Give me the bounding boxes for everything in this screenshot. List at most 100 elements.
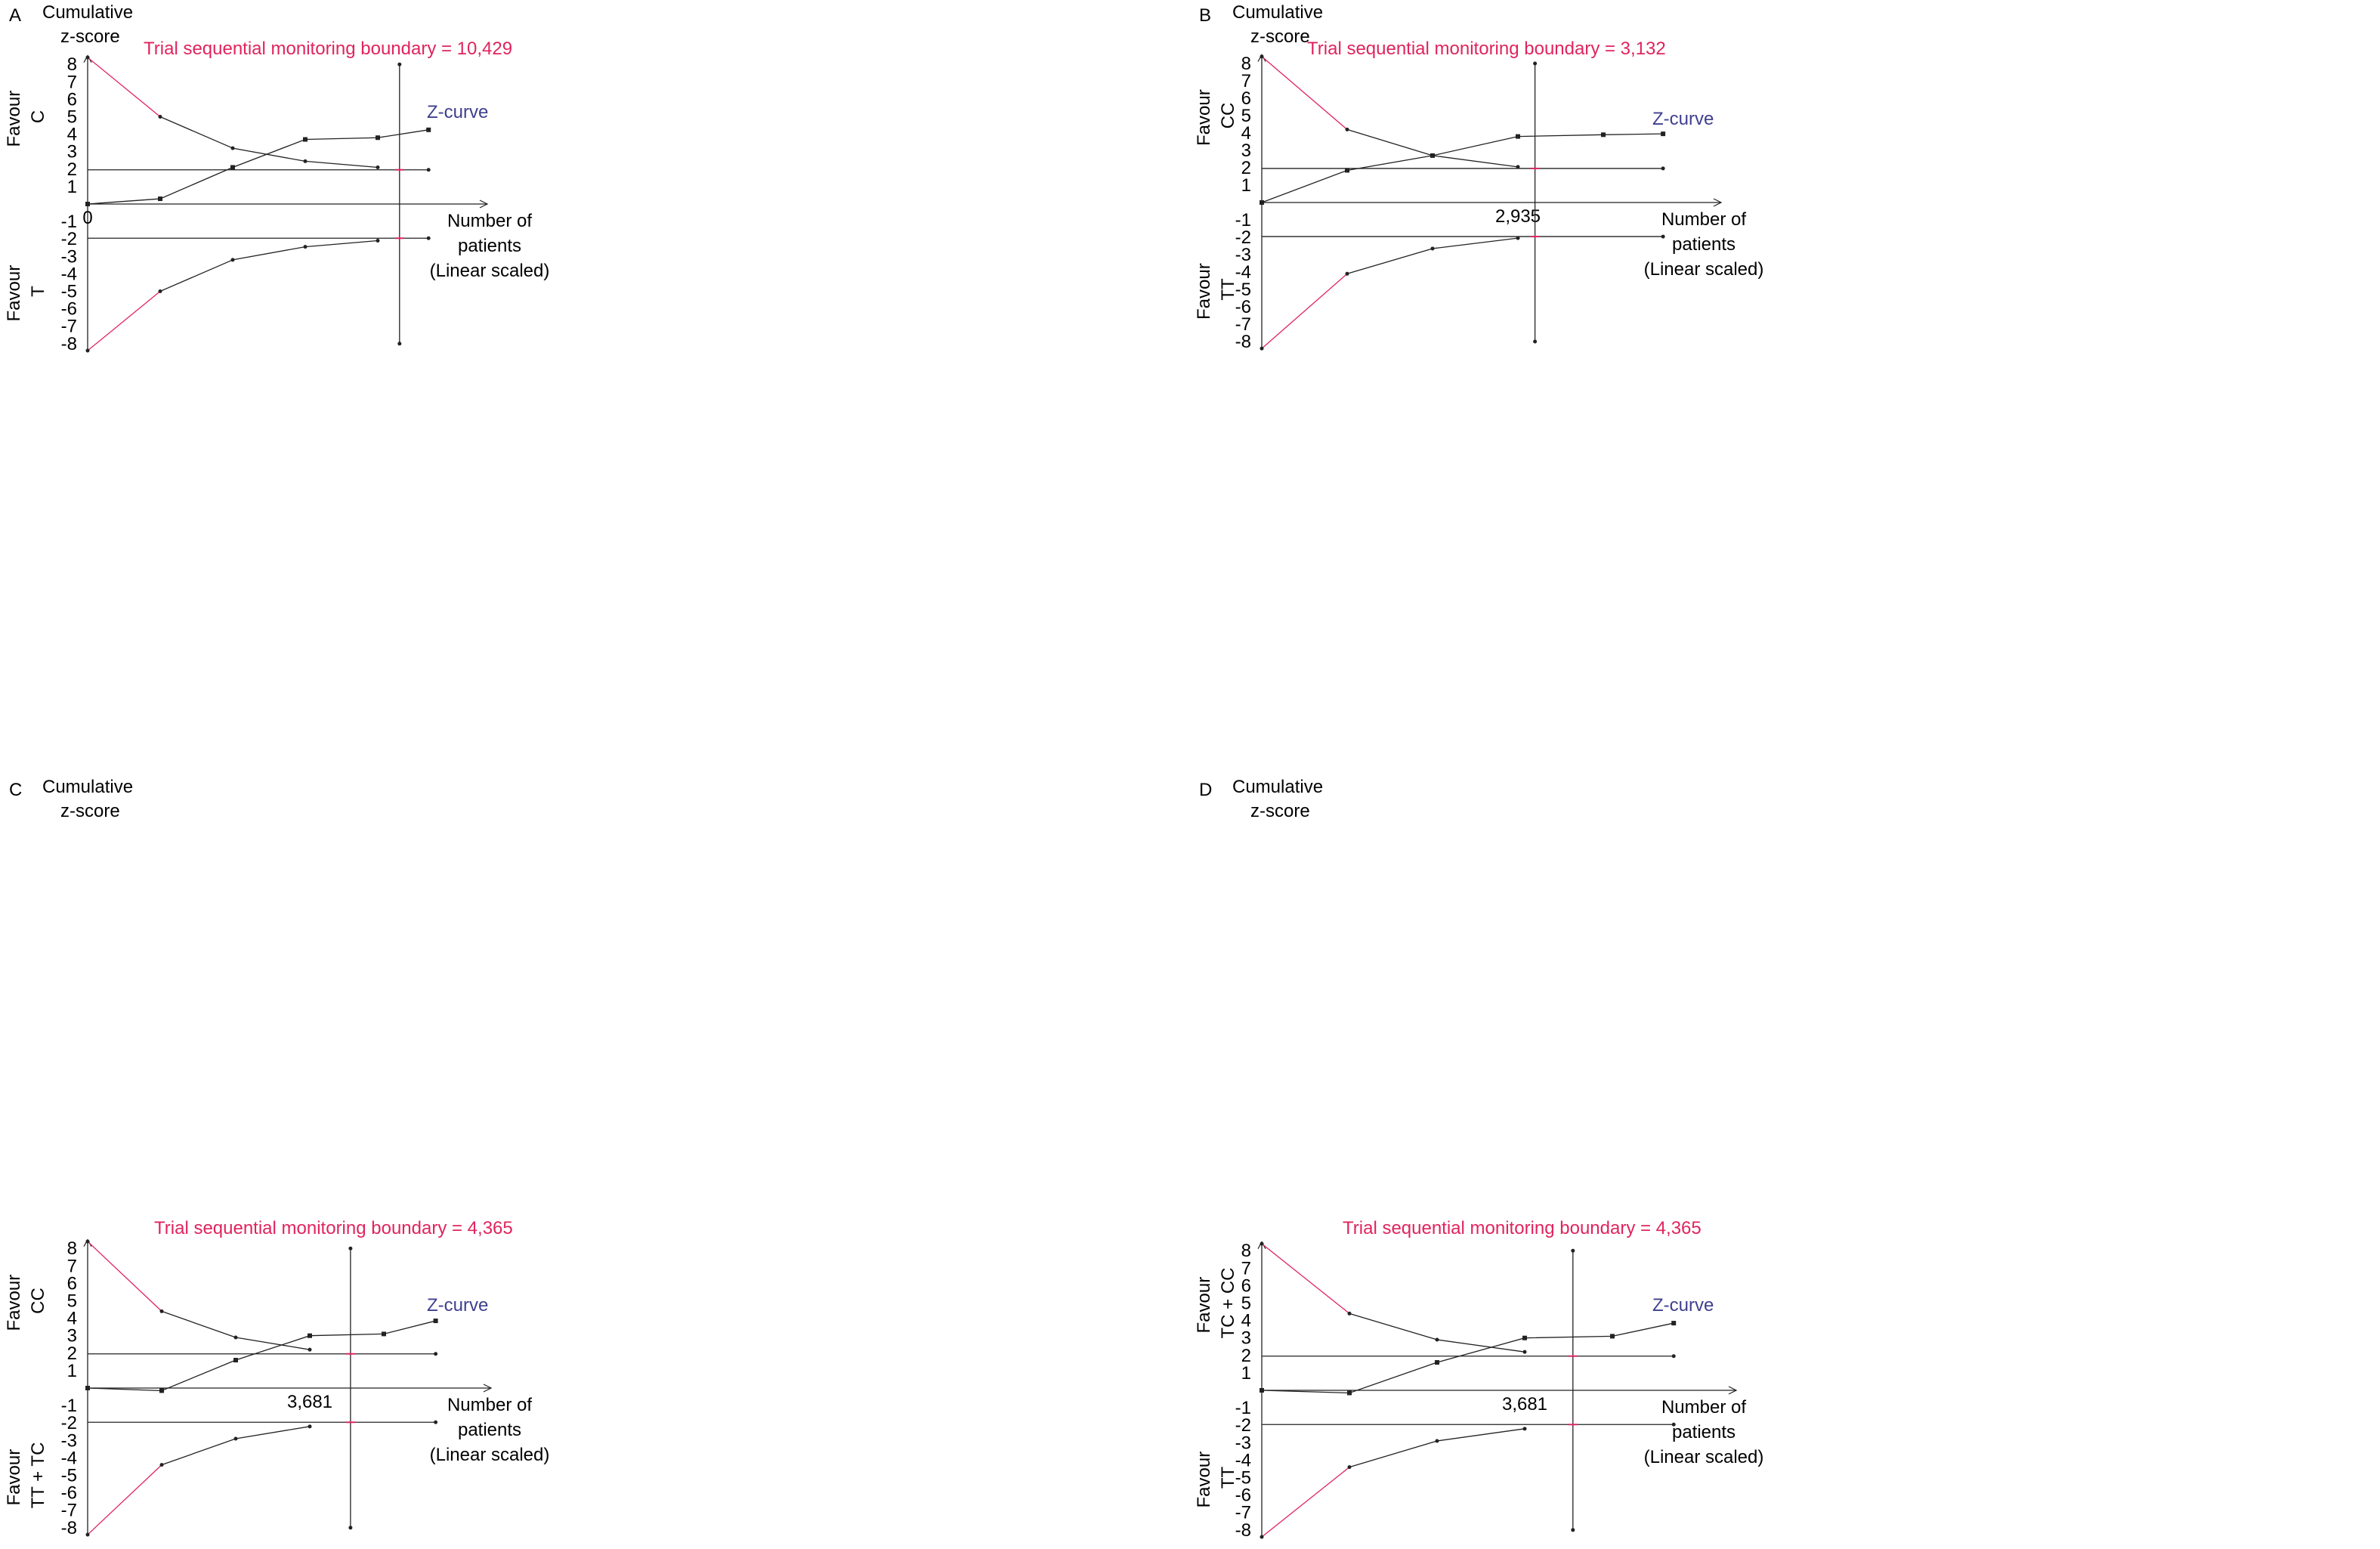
- upper-monitoring-boundary-segment: [1261, 1243, 1350, 1314]
- lower-monitoring-boundary-point: [1430, 246, 1435, 251]
- lower-monitoring-boundary-point: [1516, 236, 1520, 240]
- upper-monitoring-boundary-point: [1435, 1337, 1439, 1342]
- y-tick-label: 4: [1241, 1311, 1251, 1331]
- y-tick-label: 2: [1241, 1346, 1251, 1366]
- upper-monitoring-boundary-segment: [1261, 56, 1348, 130]
- conventional-upper-point: [426, 168, 431, 172]
- lower-monitoring-boundary-point: [85, 348, 90, 353]
- z-curve-point: [382, 1331, 386, 1337]
- x-tick-label: 0: [82, 208, 92, 228]
- y-tick-label: 5: [67, 107, 77, 128]
- z-curve-point: [159, 1388, 164, 1393]
- z-curve-point: [1430, 153, 1435, 158]
- favour-bottom-group: TT + TC: [28, 1442, 48, 1509]
- y-tick-label: 6: [1241, 1275, 1251, 1296]
- upper-monitoring-boundary-point: [1516, 165, 1520, 169]
- favour-top-label: Favour: [1194, 89, 1214, 146]
- z-curve-label: Z-curve: [427, 102, 488, 122]
- upper-monitoring-boundary-point: [376, 165, 380, 169]
- chart-d: D Cumulative z-score Trial sequential monit…: [1194, 777, 1763, 1541]
- y-tick-label: -6: [61, 1483, 77, 1504]
- lower-monitoring-boundary-point: [159, 1463, 164, 1467]
- z-curve-point: [426, 127, 431, 132]
- x-axis-title-line: Number of: [447, 1395, 532, 1415]
- ris-top-point: [1533, 61, 1538, 66]
- y-tick-label: 2: [67, 159, 77, 180]
- lower-monitoring-boundary-segment: [235, 1426, 311, 1439]
- y-tick-label: 5: [67, 1291, 77, 1312]
- y-tick-label: -4: [1235, 262, 1251, 283]
- lower-monitoring-boundary-point: [230, 258, 235, 262]
- y-tick-label: -3: [61, 1430, 77, 1451]
- z-curve-point: [303, 137, 308, 142]
- x-axis-title-line: patients: [458, 236, 521, 256]
- y-tick-label: -5: [61, 1466, 77, 1486]
- x-axis-title-line: Number of: [1661, 1397, 1746, 1418]
- lower-monitoring-boundary-point: [376, 239, 380, 243]
- y-tick-label: -8: [61, 1518, 77, 1538]
- y-tick-label: -7: [61, 1501, 77, 1521]
- y-tick-label: -7: [61, 317, 77, 337]
- y-tick-label: 8: [1241, 1241, 1251, 1261]
- favour-top-group: TC + CC: [1218, 1267, 1238, 1338]
- y-tick-label: -6: [61, 299, 77, 320]
- lower-monitoring-boundary-segment: [1436, 1428, 1525, 1442]
- favour-top-label: Favour: [1194, 1277, 1214, 1334]
- lower-monitoring-boundary-segment: [1261, 1467, 1350, 1538]
- y-tick-label: -1: [1235, 210, 1251, 230]
- z-curve-line: [87, 1320, 436, 1392]
- ris-top-point: [348, 1246, 353, 1251]
- ris-bottom-point: [1571, 1528, 1575, 1532]
- boundary-label: Trial sequential monitoring boundary = 1…: [144, 39, 512, 59]
- upper-monitoring-boundary-point: [1522, 1350, 1527, 1354]
- y-tick-label: 1: [1241, 175, 1251, 196]
- upper-monitoring-boundary-point: [85, 1239, 90, 1244]
- z-curve-point: [233, 1358, 238, 1363]
- y-tick-label: -3: [1235, 1433, 1251, 1453]
- lower-monitoring-boundary-segment: [304, 240, 379, 248]
- y-tick-label: 8: [1241, 54, 1251, 74]
- upper-monitoring-boundary-segment: [232, 147, 306, 162]
- conventional-upper-point: [1671, 1354, 1676, 1359]
- x-axis-title-line: patients: [1672, 234, 1736, 255]
- z-curve-point: [433, 1319, 438, 1324]
- upper-monitoring-boundary-segment: [1349, 1312, 1438, 1340]
- upper-monitoring-boundary-point: [230, 146, 235, 150]
- x-axis-title-line: (Linear scaled): [430, 1445, 550, 1465]
- z-curve-point: [1347, 1390, 1352, 1396]
- upper-monitoring-boundary-segment: [1346, 128, 1433, 156]
- y-tick-label: 4: [67, 125, 77, 145]
- upper-monitoring-boundary-point: [1260, 54, 1264, 59]
- upper-monitoring-boundary-segment: [1436, 1339, 1525, 1353]
- y-tick-label: -3: [61, 246, 77, 267]
- y-tick-label: 7: [67, 72, 77, 92]
- lower-monitoring-boundary-segment: [87, 1464, 162, 1535]
- x-tick-label: 3,681: [1502, 1394, 1547, 1415]
- lower-monitoring-boundary-segment: [1346, 248, 1433, 274]
- y-tick-label: -5: [61, 282, 77, 302]
- y-tick-label: 5: [1241, 1294, 1251, 1314]
- boundary-label: Trial sequential monitoring boundary = 4…: [1343, 1218, 1702, 1238]
- z-curve-point: [85, 202, 90, 206]
- lower-monitoring-boundary-segment: [1349, 1440, 1438, 1468]
- panel-letter: D: [1199, 780, 1212, 800]
- y-tick-label: -6: [1235, 297, 1251, 317]
- z-curve-point: [1601, 132, 1606, 138]
- conventional-lower-point: [1661, 234, 1665, 239]
- upper-monitoring-boundary-segment: [304, 160, 379, 169]
- y-title-line1: Cumulative: [1232, 777, 1323, 797]
- z-curve-point: [376, 135, 380, 141]
- y-tick-label: 7: [67, 1256, 77, 1276]
- y-tick-label: -2: [61, 1413, 77, 1433]
- z-curve-label: Z-curve: [1652, 109, 1714, 129]
- y-tick-label: 4: [67, 1309, 77, 1329]
- z-curve-point: [1516, 134, 1520, 139]
- y-tick-label: 8: [67, 54, 77, 75]
- y-tick-label: -3: [1235, 245, 1251, 265]
- lower-monitoring-boundary-point: [1522, 1427, 1527, 1431]
- lower-monitoring-boundary-point: [1260, 1535, 1264, 1539]
- y-tick-label: -2: [1235, 227, 1251, 248]
- conventional-upper-point: [1661, 166, 1665, 171]
- chart-a: A Cumulative z-score Trial sequential monit…: [4, 2, 549, 354]
- y-tick-label: 7: [1241, 1258, 1251, 1278]
